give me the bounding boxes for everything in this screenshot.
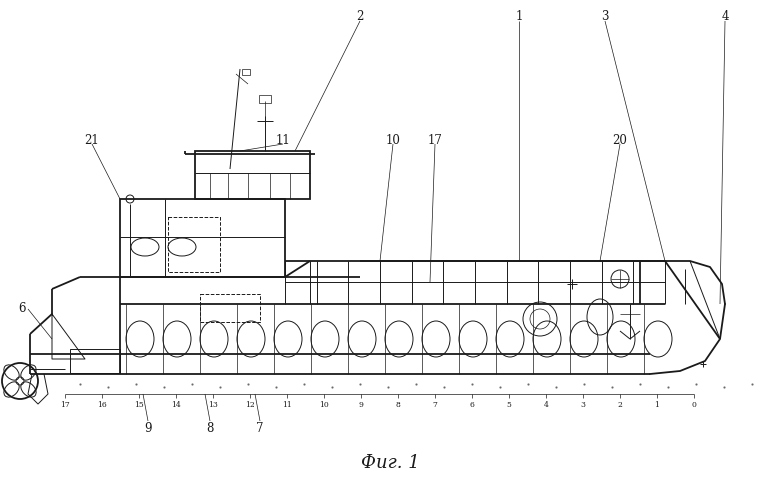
Bar	[168, 218, 220, 272]
Text: 20: 20	[612, 133, 627, 146]
Text: 14: 14	[171, 400, 181, 408]
Text: 8: 8	[395, 400, 400, 408]
Bar	[200, 294, 260, 323]
Text: 1: 1	[654, 400, 659, 408]
Text: 21: 21	[84, 133, 99, 146]
Bar	[120, 200, 285, 278]
Text: 2: 2	[618, 400, 622, 408]
Text: 3: 3	[580, 400, 586, 408]
Text: 16: 16	[98, 400, 107, 408]
Text: 5: 5	[506, 400, 512, 408]
Bar	[242, 70, 250, 76]
Text: 11: 11	[282, 400, 292, 408]
Text: 10: 10	[385, 133, 400, 146]
Text: 6: 6	[18, 301, 26, 314]
Text: 3: 3	[601, 9, 608, 22]
Text: 4: 4	[544, 400, 548, 408]
Text: Фиг. 1: Фиг. 1	[360, 453, 420, 471]
Text: 9: 9	[144, 421, 152, 434]
Bar	[259, 96, 271, 104]
Text: 11: 11	[275, 133, 290, 146]
Text: 13: 13	[208, 400, 218, 408]
Bar	[195, 152, 310, 200]
Bar	[70, 349, 120, 373]
Text: 7: 7	[257, 421, 264, 434]
Text: 0: 0	[692, 400, 697, 408]
Text: 2: 2	[356, 9, 363, 22]
Text: 1: 1	[516, 9, 523, 22]
Text: 12: 12	[245, 400, 255, 408]
Text: 4: 4	[722, 9, 729, 22]
Text: 10: 10	[319, 400, 329, 408]
Text: 9: 9	[359, 400, 363, 408]
Text: 17: 17	[60, 400, 70, 408]
Text: 17: 17	[427, 133, 442, 146]
Text: 7: 7	[433, 400, 438, 408]
Text: 15: 15	[134, 400, 144, 408]
Text: 8: 8	[207, 421, 214, 434]
Text: 6: 6	[470, 400, 474, 408]
